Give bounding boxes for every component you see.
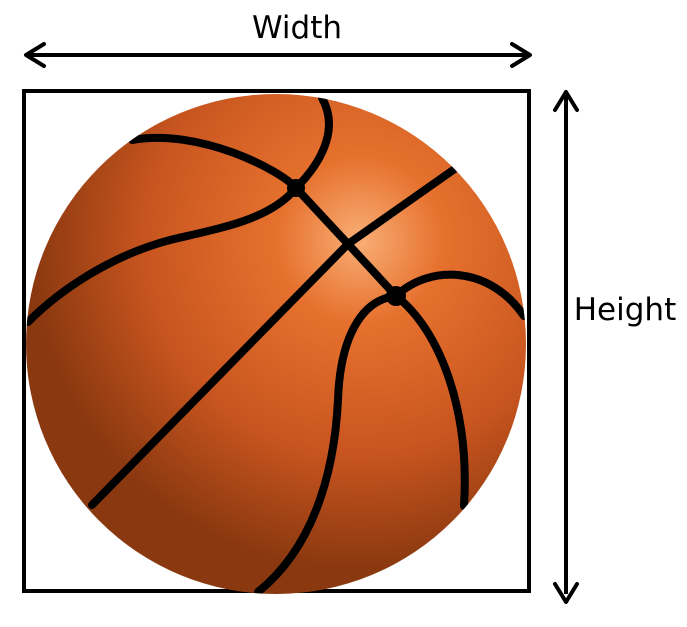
width-arrow: [24, 42, 532, 68]
height-label: Height: [574, 292, 676, 328]
height-arrow: [553, 90, 579, 604]
seam-bottom-right: [392, 292, 469, 510]
seam-bottom-left: [254, 292, 400, 594]
basketball-icon: [26, 94, 526, 594]
seam-right-upper: [392, 270, 526, 320]
width-label: Width: [252, 10, 342, 46]
seam-cross: [292, 184, 400, 300]
seam-left: [26, 184, 300, 326]
ball-body: [26, 94, 526, 594]
